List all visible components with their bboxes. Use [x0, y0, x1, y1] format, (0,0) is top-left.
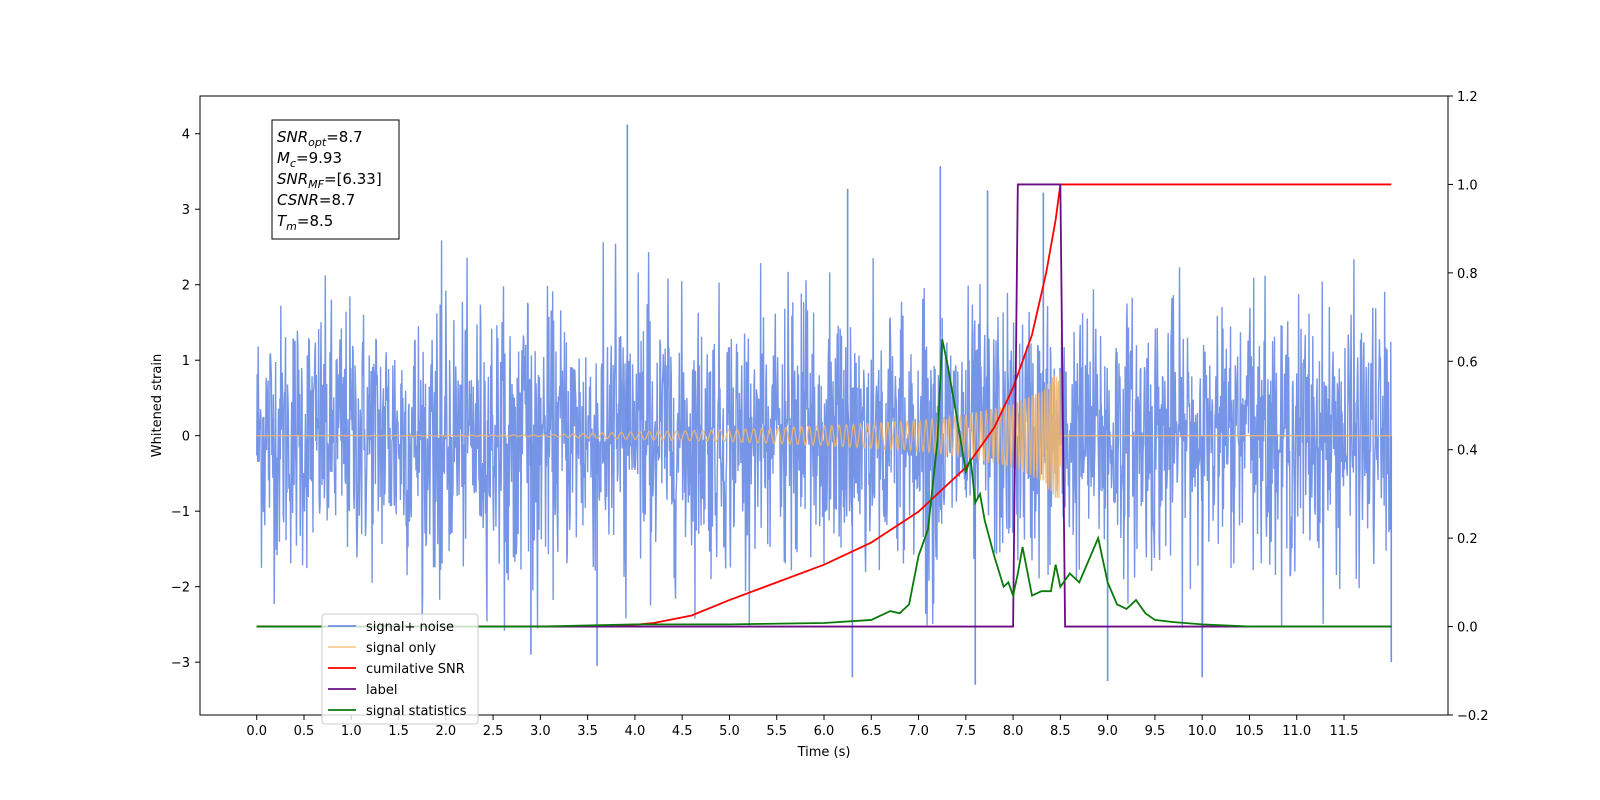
- x-tick-label: 2.5: [483, 724, 504, 739]
- x-tick-label: 2.0: [435, 724, 456, 739]
- signal-statistics-line: [256, 338, 1392, 628]
- annotation-line: SNRMF=[6.33]: [277, 170, 382, 191]
- y2-tick-label: 0.4: [1457, 444, 1478, 459]
- x-tick-label: 6.5: [861, 724, 882, 739]
- y2-tick-label: 1.0: [1457, 178, 1478, 193]
- legend-entry-label: label: [366, 683, 397, 698]
- y2-tick-label: 0.8: [1457, 267, 1478, 282]
- x-tick-label: 8.0: [1003, 724, 1024, 739]
- annotation-subscript: c: [290, 157, 296, 170]
- annotation-subscript: opt: [308, 136, 327, 149]
- legend-entry-label: cumilative SNR: [366, 662, 465, 677]
- annotation-symbol: SNR: [277, 170, 308, 188]
- annotation-line: Tm=8.5: [277, 212, 333, 233]
- x-tick-label: 8.5: [1050, 724, 1071, 739]
- legend-frame: [321, 613, 479, 725]
- annotation-value: =[6.33]: [324, 170, 382, 188]
- y2-tick-label: −0.2: [1457, 709, 1489, 724]
- annotation-symbol: SNR: [277, 128, 308, 146]
- x-tick-label: 7.5: [955, 724, 976, 739]
- y-tick-label: 0: [182, 430, 190, 445]
- legend-entry-label: signal only: [366, 641, 436, 656]
- legend: signal+ noise signal only cumilative SNR la…: [321, 613, 479, 725]
- plot-area: [256, 124, 1393, 685]
- annotation-line: Mc=9.93: [277, 149, 342, 170]
- y-axis-label: Whitened strain: [150, 354, 165, 457]
- annotation-subscript: m: [286, 220, 297, 233]
- signal-only-line: [256, 372, 1392, 499]
- y-tick-label: 4: [182, 128, 190, 143]
- x-tick-label: 10.5: [1235, 724, 1264, 739]
- annotation-subscript: MF: [308, 178, 324, 191]
- y2-tick-label: 0.2: [1457, 532, 1478, 547]
- annotation-value: =8.7: [319, 191, 355, 209]
- y-tick-label: 3: [182, 203, 190, 218]
- x-tick-label: 6.0: [814, 724, 835, 739]
- y2-tick-label: 1.2: [1457, 90, 1478, 105]
- y-tick-label: −3: [171, 656, 190, 671]
- y-tick-label: −1: [171, 505, 190, 520]
- y-tick-label: 1: [182, 354, 190, 369]
- legend-entry-label: signal+ noise: [366, 620, 454, 635]
- x-tick-label: 7.0: [908, 724, 929, 739]
- x-tick-label: 11.0: [1282, 724, 1311, 739]
- x-tick-label: 1.0: [341, 724, 362, 739]
- annotation-value: =8.7: [326, 128, 362, 146]
- annotation-value: =8.5: [297, 212, 333, 230]
- annotation-symbol: M: [277, 149, 290, 167]
- annotation-value: =9.93: [296, 149, 342, 167]
- x-tick-label: 1.5: [388, 724, 409, 739]
- legend-entry-label: signal statistics: [366, 704, 467, 719]
- x-tick-label: 9.5: [1145, 724, 1166, 739]
- x-tick-label: 4.0: [625, 724, 646, 739]
- label-line: [256, 183, 1392, 628]
- annotation-symbol: T: [277, 212, 288, 230]
- x-tick-label: 4.5: [672, 724, 693, 739]
- annotation-symbol: CSNR: [277, 191, 319, 209]
- x-tick-label: 0.5: [294, 724, 315, 739]
- x-tick-label: 11.5: [1330, 724, 1359, 739]
- x-tick-label: 10.0: [1188, 724, 1217, 739]
- x-tick-label: 9.0: [1097, 724, 1118, 739]
- annotation-box: SNRopt=8.7Mc=9.93SNRMF=[6.33]CSNR=8.7Tm=…: [271, 119, 400, 240]
- x-tick-label: 5.0: [719, 724, 740, 739]
- x-tick-label: 5.5: [766, 724, 787, 739]
- annotation-line: CSNR=8.7: [277, 191, 355, 209]
- x-tick-label: 3.0: [530, 724, 551, 739]
- x-tick-label: 3.5: [577, 724, 598, 739]
- x-axis-label: Time (s): [797, 745, 851, 760]
- y-tick-label: 2: [182, 279, 190, 294]
- y2-tick-label: 0.0: [1457, 621, 1478, 636]
- annotation-frame: [271, 119, 400, 240]
- cumulative-snr-line: [256, 183, 1392, 628]
- y-tick-label: −2: [171, 581, 190, 596]
- y2-tick-label: 0.6: [1457, 355, 1478, 370]
- x-tick-label: 0.0: [246, 724, 267, 739]
- annotation-line: SNRopt=8.7: [277, 128, 363, 149]
